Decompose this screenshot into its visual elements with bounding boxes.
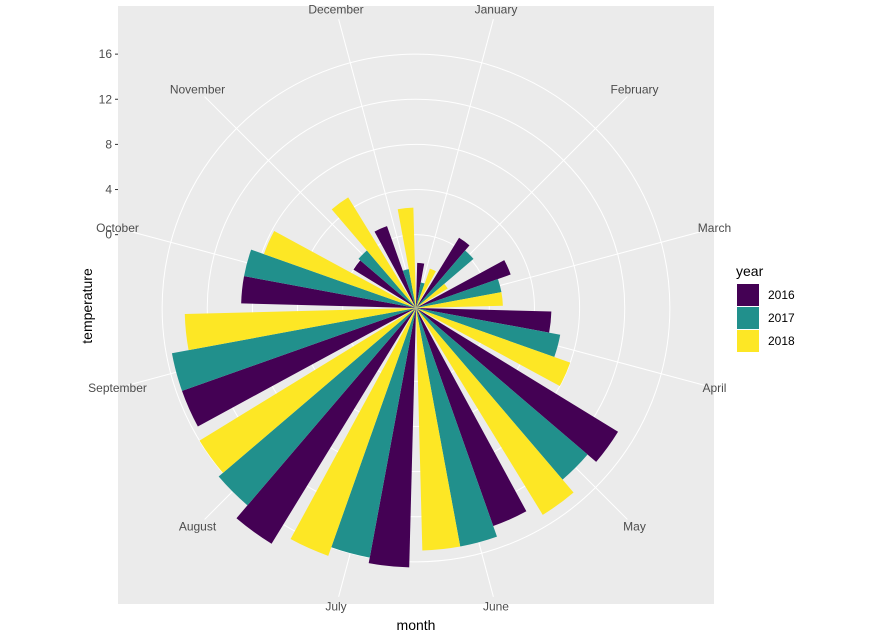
bar-june-2017 xyxy=(416,308,497,547)
bar-august-2018 xyxy=(199,308,416,473)
y-tick-label: 4 xyxy=(105,183,112,197)
bar-august-2017 xyxy=(218,308,416,506)
legend: year 2016 2017 2018 xyxy=(736,263,795,352)
y-tick-label: 16 xyxy=(99,47,113,61)
month-label: November xyxy=(170,83,225,97)
bar-december-2017 xyxy=(402,269,416,308)
bar-june-2016 xyxy=(416,308,527,527)
legend-key-2016 xyxy=(737,284,759,306)
bar-december-2016 xyxy=(374,226,416,308)
bar-february-2017 xyxy=(416,250,474,308)
bar-august-2016 xyxy=(236,308,416,544)
bar-april-2017 xyxy=(416,308,561,357)
grid-spoke xyxy=(338,19,417,309)
y-tick-label: 8 xyxy=(105,137,112,151)
month-label: October xyxy=(96,221,139,235)
legend-title: year xyxy=(736,263,764,279)
legend-key-2017 xyxy=(737,307,759,329)
legend-label-2016: 2016 xyxy=(768,288,795,302)
month-label: September xyxy=(88,381,147,395)
bar-january-2018 xyxy=(416,268,436,308)
bar-april-2018 xyxy=(416,308,571,387)
bar-january-2017 xyxy=(416,282,425,308)
grid-circle xyxy=(161,53,671,563)
bar-may-2017 xyxy=(416,308,588,480)
month-label: August xyxy=(179,520,217,534)
bar-march-2016 xyxy=(416,260,511,308)
bar-july-2016 xyxy=(368,308,416,568)
month-label: December xyxy=(308,3,363,17)
month-label: April xyxy=(702,381,726,395)
month-label: June xyxy=(483,599,509,613)
month-label: March xyxy=(698,221,731,235)
bar-july-2018 xyxy=(290,308,416,556)
month-label: January xyxy=(475,3,518,17)
bar-may-2016 xyxy=(416,308,619,462)
bar-june-2018 xyxy=(416,308,461,551)
bar-november-2018 xyxy=(331,197,416,308)
legend-label-2018: 2018 xyxy=(768,334,795,348)
grid-circle xyxy=(297,189,535,427)
bar-november-2016 xyxy=(353,260,416,308)
bar-october-2017 xyxy=(244,249,416,308)
legend-label-2017: 2017 xyxy=(768,311,795,325)
bar-february-2018 xyxy=(416,283,448,308)
grid-spoke xyxy=(415,19,494,309)
y-tick-label: 0 xyxy=(105,228,112,242)
grid-circle xyxy=(206,98,626,518)
bar-may-2018 xyxy=(416,308,574,515)
bar-march-2018 xyxy=(416,292,503,308)
bar-july-2017 xyxy=(331,308,416,558)
month-label: February xyxy=(610,83,658,97)
grid-circle xyxy=(251,143,581,473)
month-label: May xyxy=(623,520,646,534)
grid-circle xyxy=(342,234,490,382)
y-axis-ticks: 0 4 8 12 16 xyxy=(99,47,118,242)
y-axis-title: temperature xyxy=(79,268,95,344)
bar-december-2018 xyxy=(397,207,416,308)
bar-november-2017 xyxy=(358,250,416,308)
month-label: July xyxy=(325,599,346,613)
legend-key-2018 xyxy=(737,330,759,352)
bars xyxy=(171,197,619,568)
month-labels: January February March April May June July Augu… xyxy=(88,3,731,614)
bar-october-2016 xyxy=(241,276,416,308)
x-axis-title: month xyxy=(397,617,436,633)
bar-september-2016 xyxy=(182,308,416,427)
bar-march-2017 xyxy=(416,279,502,308)
y-tick-label: 12 xyxy=(99,92,113,106)
bar-january-2016 xyxy=(416,262,425,308)
panel-background xyxy=(118,6,714,604)
bar-february-2016 xyxy=(416,237,470,308)
bar-september-2017 xyxy=(171,308,416,391)
bar-april-2016 xyxy=(416,308,552,333)
bar-september-2018 xyxy=(184,308,416,351)
bar-october-2018 xyxy=(263,231,416,308)
